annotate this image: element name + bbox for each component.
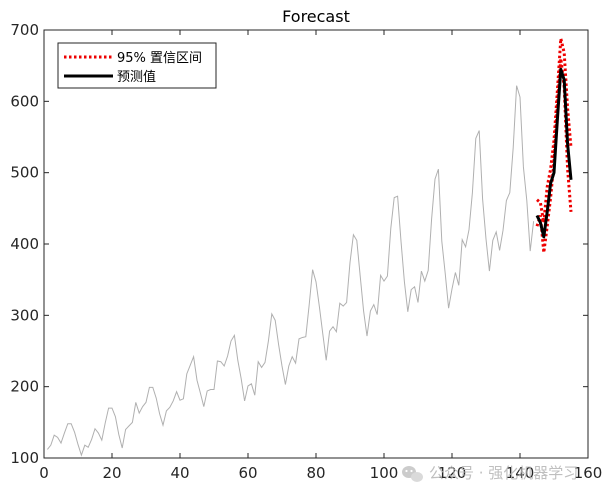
x-tick-label: 80: [306, 464, 325, 482]
x-tick-label: 60: [238, 464, 257, 482]
legend-label-interval: 95% 置信区间: [117, 51, 202, 66]
legend-label-forecast: 预测值: [117, 69, 156, 85]
x-tick-label: 0: [39, 464, 49, 482]
wechat-icon: [402, 466, 423, 482]
forecast-series: [535, 67, 573, 239]
y-tick-label: 200: [10, 378, 39, 396]
x-tick-label: 160: [574, 464, 603, 482]
lower-bound-line: [535, 58, 573, 253]
y-tick-label: 700: [10, 21, 39, 39]
history-line: [47, 85, 535, 457]
y-tick-label: 500: [10, 164, 39, 182]
confidence-interval-series: [535, 38, 573, 253]
y-axis: 100 200 300 400 500 600 700: [10, 21, 588, 467]
y-tick-label: 400: [10, 235, 39, 253]
y-tick-label: 100: [10, 449, 39, 467]
legend: 95% 置信区间 预测值: [57, 42, 217, 89]
legend-box: [57, 42, 217, 89]
x-tick-label: 20: [102, 464, 121, 482]
x-tick-label: 140: [506, 464, 535, 482]
y-tick-label: 300: [10, 306, 39, 324]
plot-area: [44, 30, 588, 458]
x-tick-label: 40: [170, 464, 189, 482]
x-axis: 0 20 40 60 80 100 120 140 160: [39, 30, 602, 482]
chart-title: Forecast: [282, 7, 350, 26]
y-tick-label: 600: [10, 92, 39, 110]
forecast-line: [535, 67, 573, 239]
watermark: 公众号 · 强化机器学习: [402, 464, 578, 482]
x-tick-label: 120: [438, 464, 467, 482]
watermark-text: 公众号 · 强化机器学习: [429, 464, 578, 482]
history-series: [47, 85, 535, 457]
x-tick-label: 100: [370, 464, 399, 482]
